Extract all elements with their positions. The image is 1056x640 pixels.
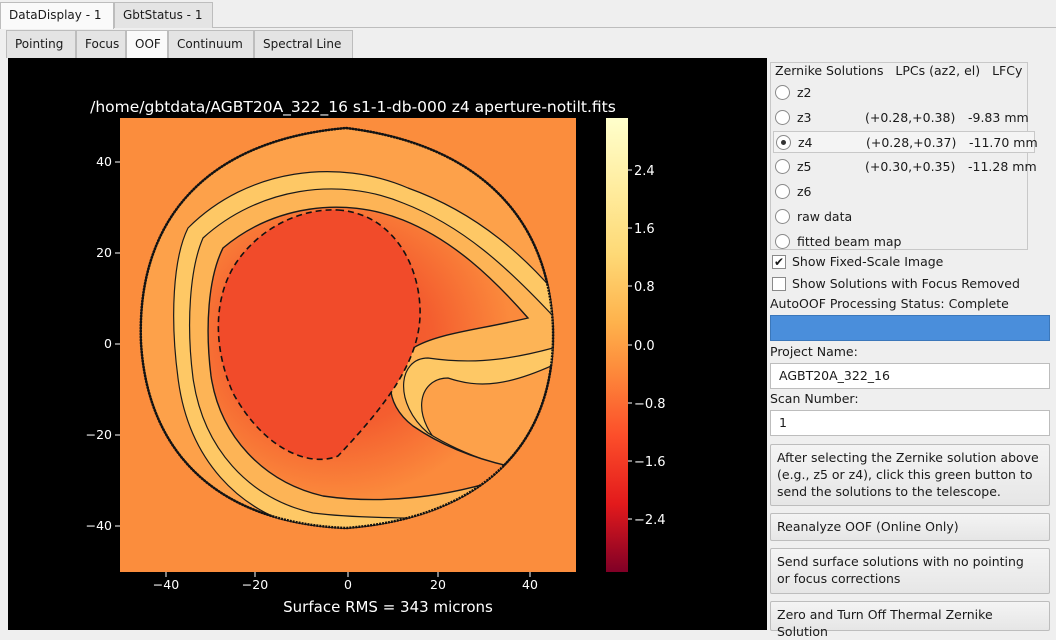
colorbar-tick-label: −1.6 — [634, 455, 666, 470]
radio-button[interactable] — [775, 209, 790, 224]
solution-row-z6[interactable]: z6 — [773, 181, 1035, 203]
oof-control-panel: Zernike Solutions LPCs (az2, el) LFCy z2… — [768, 58, 1056, 639]
solution-label: fitted beam map — [797, 234, 902, 249]
processing-status-text: AutoOOF Processing Status: Complete — [770, 296, 1009, 311]
y-tick-label: −40 — [86, 518, 112, 533]
focus-removed-label: Show Solutions with Focus Removed — [792, 276, 1020, 291]
tab-gbtstatus[interactable]: GbtStatus - 1 — [114, 2, 213, 28]
y-axis: 40 20 0 −20 −40 — [86, 154, 120, 533]
plot-title: /home/gbtdata/AGBT20A_322_16 s1-1-db-000… — [90, 98, 616, 117]
colorbar-tick-label: −0.8 — [634, 397, 666, 412]
y-tick-label: 0 — [104, 336, 112, 351]
x-tick-label: 40 — [522, 577, 538, 592]
processing-status-bar — [770, 315, 1050, 341]
solution-label: z3 — [797, 110, 812, 125]
solution-lpc: (+0.28,+0.37) — [866, 135, 957, 150]
tab-datadisplay[interactable]: DataDisplay - 1 — [0, 2, 114, 29]
radio-button[interactable] — [775, 159, 790, 174]
y-tick-label: 20 — [96, 245, 112, 260]
solution-lfc: -9.83 mm — [968, 110, 1029, 125]
header-lpc: LPCs (az2, el) — [895, 63, 981, 78]
focus-removed-checkbox[interactable] — [772, 277, 786, 291]
tab-oof[interactable]: OOF — [126, 30, 168, 58]
header-zernike: Zernike Solutions — [775, 63, 884, 78]
colorbar — [606, 118, 628, 572]
radio-button-selected[interactable] — [776, 135, 791, 150]
fixed-scale-label: Show Fixed-Scale Image — [792, 254, 944, 269]
tab-pointing[interactable]: Pointing — [6, 30, 76, 58]
tab-focus[interactable]: Focus — [76, 30, 126, 58]
tab-spectral-line[interactable]: Spectral Line — [254, 30, 353, 58]
colorbar-tick-label: 2.4 — [634, 164, 655, 179]
send-surface-solutions-button[interactable]: Send surface solutions with no pointing … — [770, 548, 1050, 594]
scan-number-label: Scan Number: — [770, 391, 859, 406]
y-tick-label: −20 — [86, 427, 112, 442]
project-name-field[interactable]: AGBT20A_322_16 — [770, 363, 1050, 389]
solution-row-z5[interactable]: z5 (+0.30,+0.35) -11.28 mm — [773, 156, 1037, 178]
solution-row-fitted-beam-map[interactable]: fitted beam map — [773, 231, 1035, 253]
radio-button[interactable] — [775, 234, 790, 249]
radio-button[interactable] — [775, 85, 790, 100]
send-solutions-button[interactable]: After selecting the Zernike solution abo… — [770, 444, 1050, 506]
solutions-header: Zernike Solutions LPCs (az2, el) LFCy — [775, 63, 1022, 78]
surface-rms-label: Surface RMS = 343 microns — [283, 598, 493, 616]
window-tab-bar: DataDisplay - 1 GbtStatus - 1 — [0, 0, 1056, 29]
aperture-surface — [139, 126, 555, 530]
solution-row-z4[interactable]: z4 (+0.28,+0.37) -11.70 mm — [773, 131, 1038, 153]
zernike-solutions-group: Zernike Solutions LPCs (az2, el) LFCy z2… — [770, 62, 1038, 250]
colorbar-tick-label: 1.6 — [634, 222, 655, 237]
colorbar-tick-label: 0.0 — [634, 339, 655, 354]
solution-lfc: -11.70 mm — [969, 135, 1038, 150]
solution-row-raw-data[interactable]: raw data — [773, 206, 1035, 228]
x-tick-label: 20 — [430, 577, 446, 592]
x-tick-label: −40 — [153, 577, 179, 592]
colorbar-ticks: 2.4 1.6 0.8 0.0 −0.8 −1.6 −2.4 — [628, 164, 666, 528]
y-tick-label: 40 — [96, 154, 112, 169]
sub-tab-bar: Pointing Focus OOF Continuum Spectral Li… — [0, 30, 1056, 58]
aperture-plot: /home/gbtdata/AGBT20A_322_16 s1-1-db-000… — [8, 58, 767, 630]
solution-lpc: (+0.30,+0.35) — [865, 159, 956, 174]
x-tick-label: −20 — [242, 577, 268, 592]
solution-lpc: (+0.28,+0.38) — [865, 110, 956, 125]
x-tick-label: 0 — [344, 577, 352, 592]
solution-label: z6 — [797, 184, 812, 199]
solution-row-z3[interactable]: z3 (+0.28,+0.38) -9.83 mm — [773, 107, 1035, 129]
radio-button[interactable] — [775, 184, 790, 199]
fixed-scale-checkbox[interactable]: ✔ — [772, 255, 786, 269]
solution-label: z4 — [798, 135, 813, 150]
solution-label: z2 — [797, 85, 812, 100]
tab-continuum[interactable]: Continuum — [168, 30, 254, 58]
radio-button[interactable] — [775, 110, 790, 125]
aperture-map-figure: /home/gbtdata/AGBT20A_322_16 s1-1-db-000… — [86, 98, 666, 616]
solution-row-z2[interactable]: z2 — [773, 82, 1035, 104]
x-axis: −40 −20 0 20 40 — [153, 572, 538, 592]
colorbar-tick-label: 0.8 — [634, 280, 655, 295]
reanalyze-oof-button[interactable]: Reanalyze OOF (Online Only) — [770, 513, 1050, 541]
solution-label: raw data — [797, 209, 853, 224]
colorbar-tick-label: −2.4 — [634, 513, 666, 528]
solution-label: z5 — [797, 159, 812, 174]
solution-lfc: -11.28 mm — [968, 159, 1037, 174]
header-lfc: LFCy — [992, 63, 1023, 78]
scan-number-field[interactable]: 1 — [770, 410, 1050, 436]
project-name-label: Project Name: — [770, 344, 858, 359]
zero-thermal-zernike-button[interactable]: Zero and Turn Off Thermal Zernike Soluti… — [770, 601, 1050, 639]
